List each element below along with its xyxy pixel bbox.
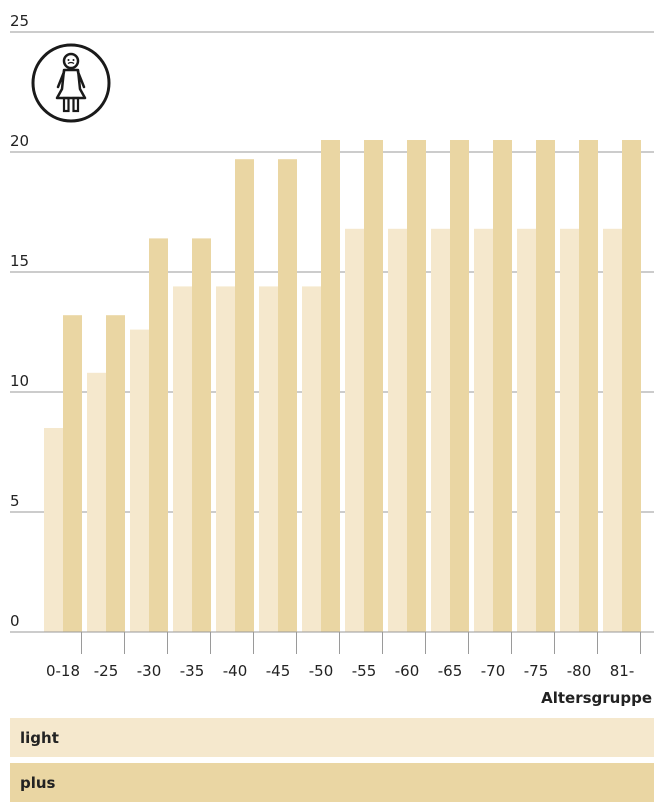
bar-light--30 [130,329,149,632]
bar-plus--40 [235,159,254,632]
x-tick-label: -65 [438,662,463,680]
bar-plus--60 [407,140,426,632]
bar-plus--30 [149,238,168,632]
y-tick-labels: 0 5 10 15 20 25 [10,12,29,630]
bar-plus--45 [278,159,297,632]
bar-plus--25 [106,315,125,632]
x-tick-label: -25 [94,662,119,680]
x-tick-label: -60 [395,662,420,680]
x-tick-label: -75 [524,662,549,680]
bar-light--70 [474,228,493,633]
bar-light-81- [603,228,622,633]
legend-label-plus: plus [20,773,56,792]
x-axis-label: Altersgruppe [541,689,652,707]
x-tick-label: 81- [610,662,635,680]
x-tick-labels: 0-18 -25 -30 -35 -40 -45 -50 -55 -60 -65 -70 -75 -80… [46,632,641,680]
y-tick-label: 10 [10,372,29,390]
bar-plus--75 [536,140,555,632]
bar-light--40 [216,286,235,632]
bar-light--45 [259,286,278,632]
y-tick-label: 20 [10,132,29,150]
y-tick-label: 25 [10,12,29,30]
x-tick-label: -50 [309,662,334,680]
x-tick-label: -45 [266,662,291,680]
x-tick-label: 0-18 [46,662,80,680]
x-tick-label: -80 [567,662,592,680]
bar-plus--80 [579,140,598,632]
bar-light-0-18 [44,428,63,632]
bar-plus--55 [364,140,383,632]
bars [44,140,641,633]
bar-plus-81- [622,140,641,632]
x-tick-label: -40 [223,662,248,680]
bar-light--75 [517,228,536,633]
x-tick-label: -55 [352,662,377,680]
bar-plus--70 [493,140,512,632]
legend-label-light: light [20,728,59,747]
bar-light--50 [302,286,321,632]
bar-plus--50 [321,140,340,632]
bar-light--25 [87,372,106,632]
woman-figure-icon [31,43,111,123]
bar-light--35 [173,286,192,632]
bar-plus-0-18 [63,315,82,632]
x-tick-label: -35 [180,662,205,680]
legend-item-plus: plus [10,763,654,802]
bar-light--60 [388,228,407,633]
bar-light--55 [345,228,364,633]
bar-light--65 [431,228,450,633]
x-tick-label: -70 [481,662,506,680]
y-tick-label: 5 [10,492,20,510]
bar-plus--35 [192,238,211,632]
bar-light--80 [560,228,579,633]
bar-plus--65 [450,140,469,632]
x-tick-label: -30 [137,662,162,680]
legend-item-light: light [10,718,654,757]
y-tick-label: 0 [10,612,20,630]
y-tick-label: 15 [10,252,29,270]
